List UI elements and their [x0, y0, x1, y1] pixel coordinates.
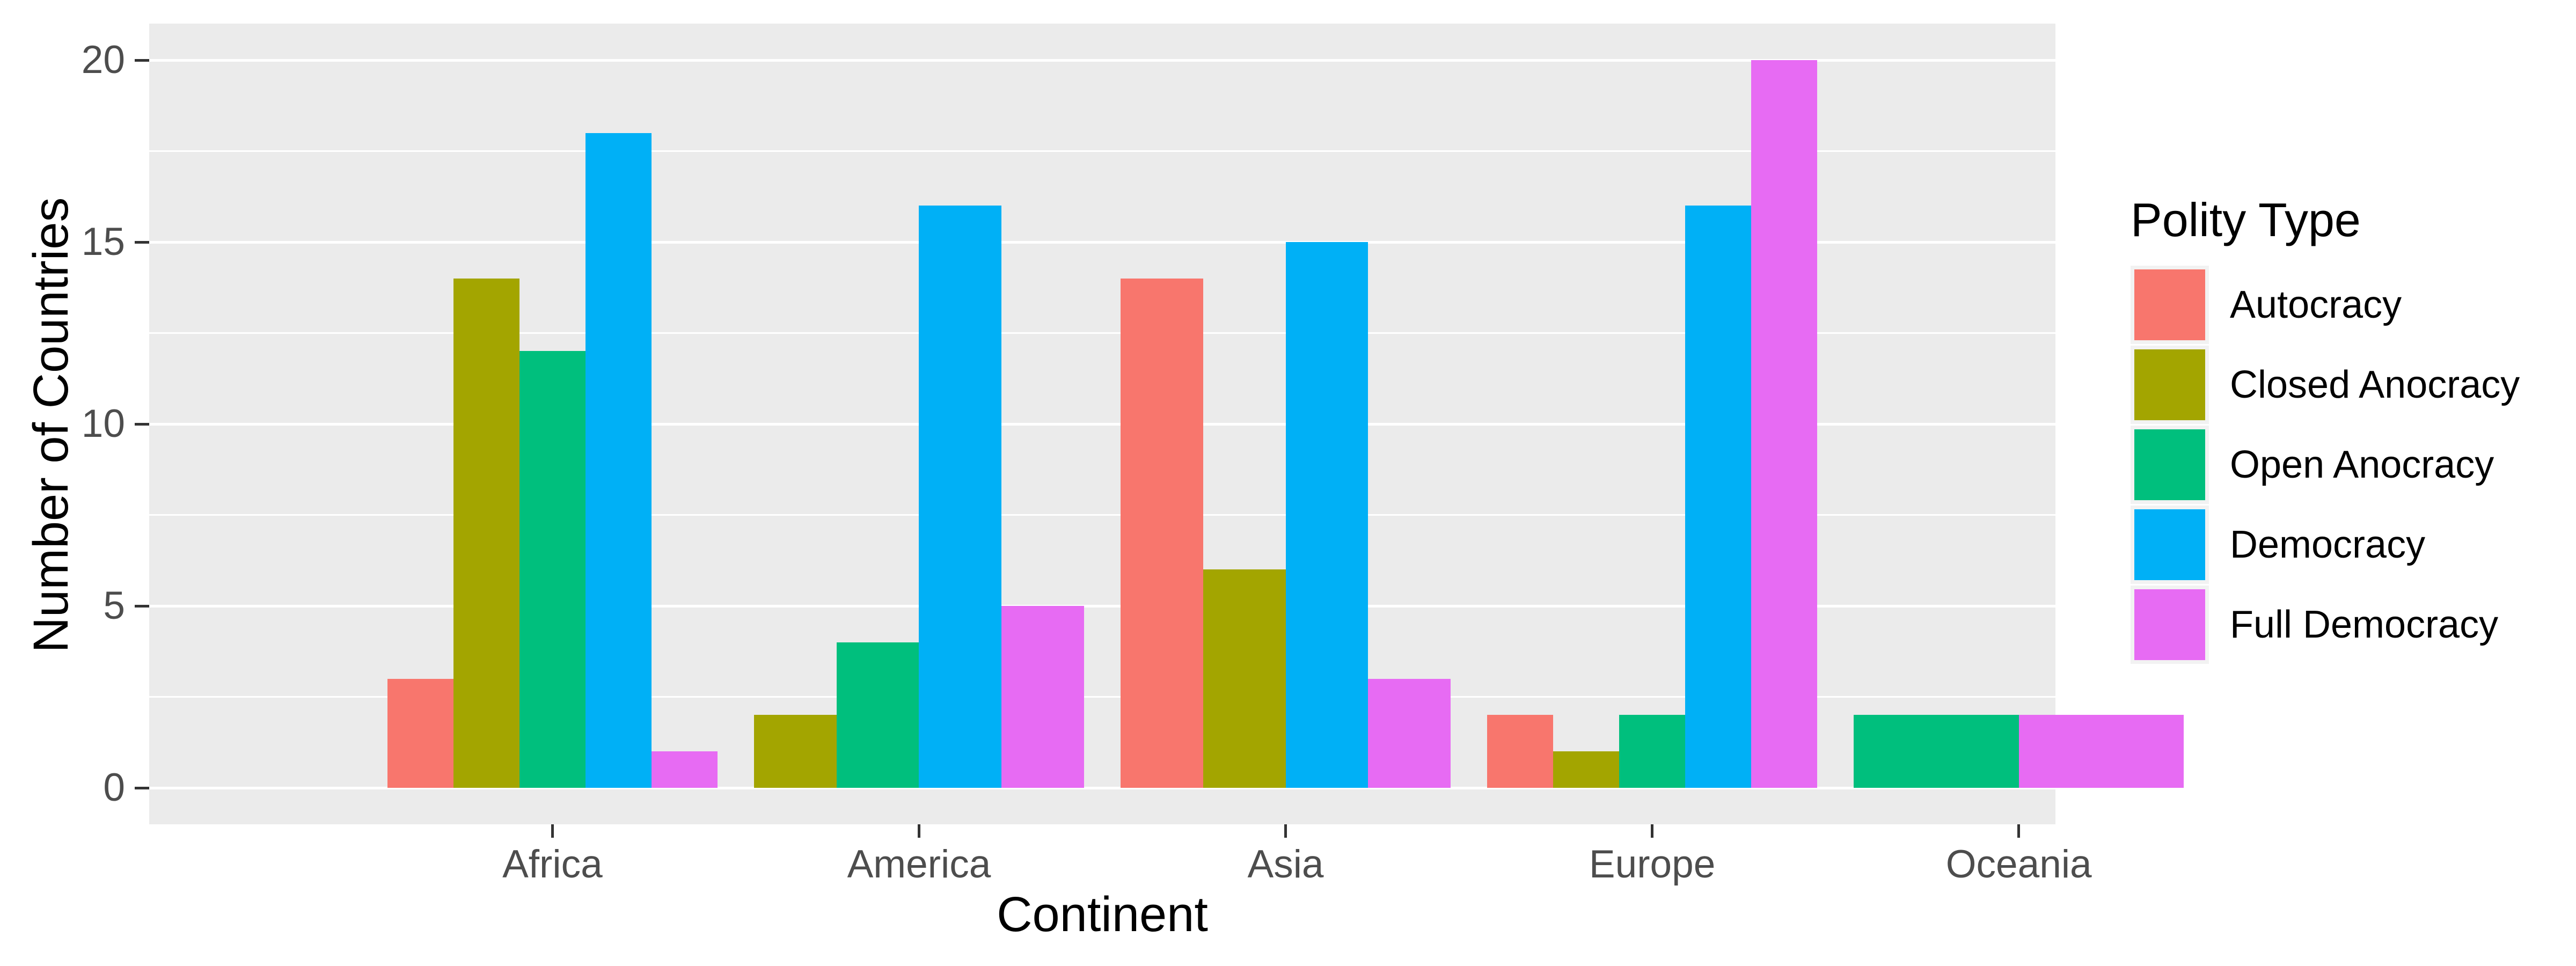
x-tick-mark [1284, 824, 1287, 838]
bar-oceania-open-anocracy [1854, 715, 2019, 788]
legend-swatch-closed-anocracy [2134, 349, 2205, 420]
legend-key [2131, 426, 2209, 504]
bar-asia-closed-anocracy [1203, 569, 1286, 788]
y-tick-label: 10 [81, 402, 125, 445]
x-tick-mark [1651, 824, 1654, 838]
y-tick-mark [135, 240, 149, 244]
minor-gridline [149, 150, 2055, 152]
legend-key [2131, 266, 2209, 344]
y-tick-mark [135, 422, 149, 426]
legend-label: Open Anocracy [2230, 443, 2494, 486]
bar-america-full-democracy [1001, 606, 1084, 788]
bar-asia-full-democracy [1368, 678, 1451, 788]
legend-swatch-democracy [2134, 509, 2205, 580]
x-tick-label: Asia [1247, 843, 1324, 886]
bar-america-democracy [919, 206, 1002, 788]
bar-africa-autocracy [387, 678, 453, 788]
x-tick-mark [551, 824, 554, 838]
minor-gridline [149, 696, 2055, 698]
y-axis-title: Number of Countries [24, 197, 78, 653]
major-gridline [149, 786, 2055, 789]
y-tick-mark [135, 786, 149, 789]
legend-key [2131, 346, 2209, 424]
minor-gridline [149, 332, 2055, 334]
bar-europe-open-anocracy [1619, 715, 1686, 788]
legend-key [2131, 586, 2209, 664]
major-gridline [149, 422, 2055, 426]
y-tick-label: 15 [81, 220, 125, 264]
legend-swatch-full-democracy [2134, 589, 2205, 660]
legend-label: Democracy [2230, 523, 2426, 566]
bar-asia-democracy [1285, 242, 1368, 788]
x-tick-label: Oceania [1945, 843, 2092, 886]
legend-key [2131, 506, 2209, 584]
bar-africa-full-democracy [651, 751, 718, 788]
x-tick-label: Africa [502, 843, 603, 886]
y-tick-label: 5 [103, 584, 125, 627]
bar-america-open-anocracy [836, 642, 919, 788]
major-gridline [149, 58, 2055, 62]
minor-gridline [149, 514, 2055, 516]
x-tick-mark [917, 824, 920, 838]
bar-africa-democracy [585, 133, 652, 788]
legend-label: Full Democracy [2230, 603, 2499, 646]
bar-europe-closed-anocracy [1553, 751, 1620, 788]
bar-america-closed-anocracy [754, 715, 837, 788]
bar-europe-full-democracy [1751, 60, 1817, 788]
bar-europe-democracy [1685, 206, 1752, 788]
legend-title: Polity Type [2131, 193, 2361, 246]
plot-panel [149, 24, 2184, 824]
y-tick-mark [135, 604, 149, 608]
bar-oceania-full-democracy [2018, 715, 2184, 788]
x-tick-mark [2017, 824, 2021, 838]
legend-label: Autocracy [2230, 283, 2402, 326]
bar-africa-closed-anocracy [453, 278, 519, 788]
x-tick-label: America [847, 843, 991, 886]
x-tick-label: Europe [1589, 843, 1716, 886]
bar-asia-autocracy [1121, 278, 1203, 788]
legend-swatch-open-anocracy [2134, 429, 2205, 500]
major-gridline [149, 240, 2055, 244]
y-tick-mark [135, 58, 149, 62]
legend-label: Closed Anocracy [2230, 363, 2520, 406]
y-tick-label: 20 [81, 38, 125, 82]
major-gridline [149, 604, 2055, 608]
legend-swatch-autocracy [2134, 269, 2205, 340]
bar-africa-open-anocracy [519, 351, 586, 788]
bar-europe-autocracy [1487, 715, 1554, 788]
x-axis-title: Continent [997, 887, 1208, 942]
y-tick-label: 0 [103, 766, 125, 809]
